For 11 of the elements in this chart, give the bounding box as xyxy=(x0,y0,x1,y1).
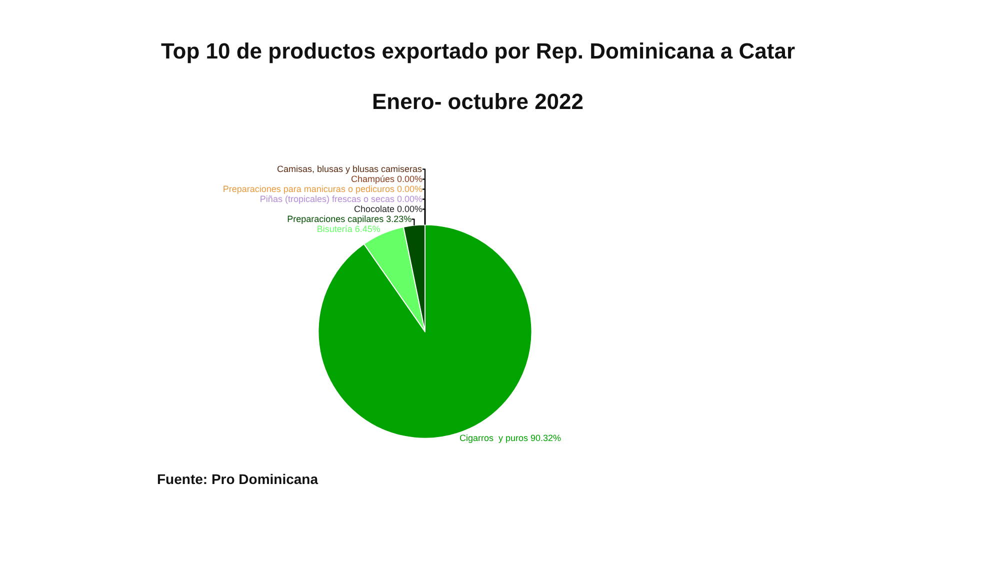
category-label: Preparaciones para manicuras o pedicuros 0.00% xyxy=(222,184,422,194)
slice-label: Bisutería 6.45% xyxy=(316,224,380,234)
source-note: Fuente: Pro Dominicana xyxy=(157,471,318,487)
slice-label: Preparaciones capilares 3.23% xyxy=(287,214,412,224)
slice-label: Cigarros y puros 90.32% xyxy=(459,433,562,444)
category-label: Champúes 0.00% xyxy=(350,174,422,184)
category-label: Camisas, blusas y blusas camiseras xyxy=(276,164,422,174)
category-label: Piñas (tropicales) frescas o secas 0.00% xyxy=(260,194,422,204)
category-label: Chocolate 0.00% xyxy=(354,204,422,214)
chart-title: Top 10 de productos exportado por Rep. Dominicana a Catar xyxy=(160,38,796,64)
chart-subtitle: Enero- octubre 2022 xyxy=(372,89,584,114)
